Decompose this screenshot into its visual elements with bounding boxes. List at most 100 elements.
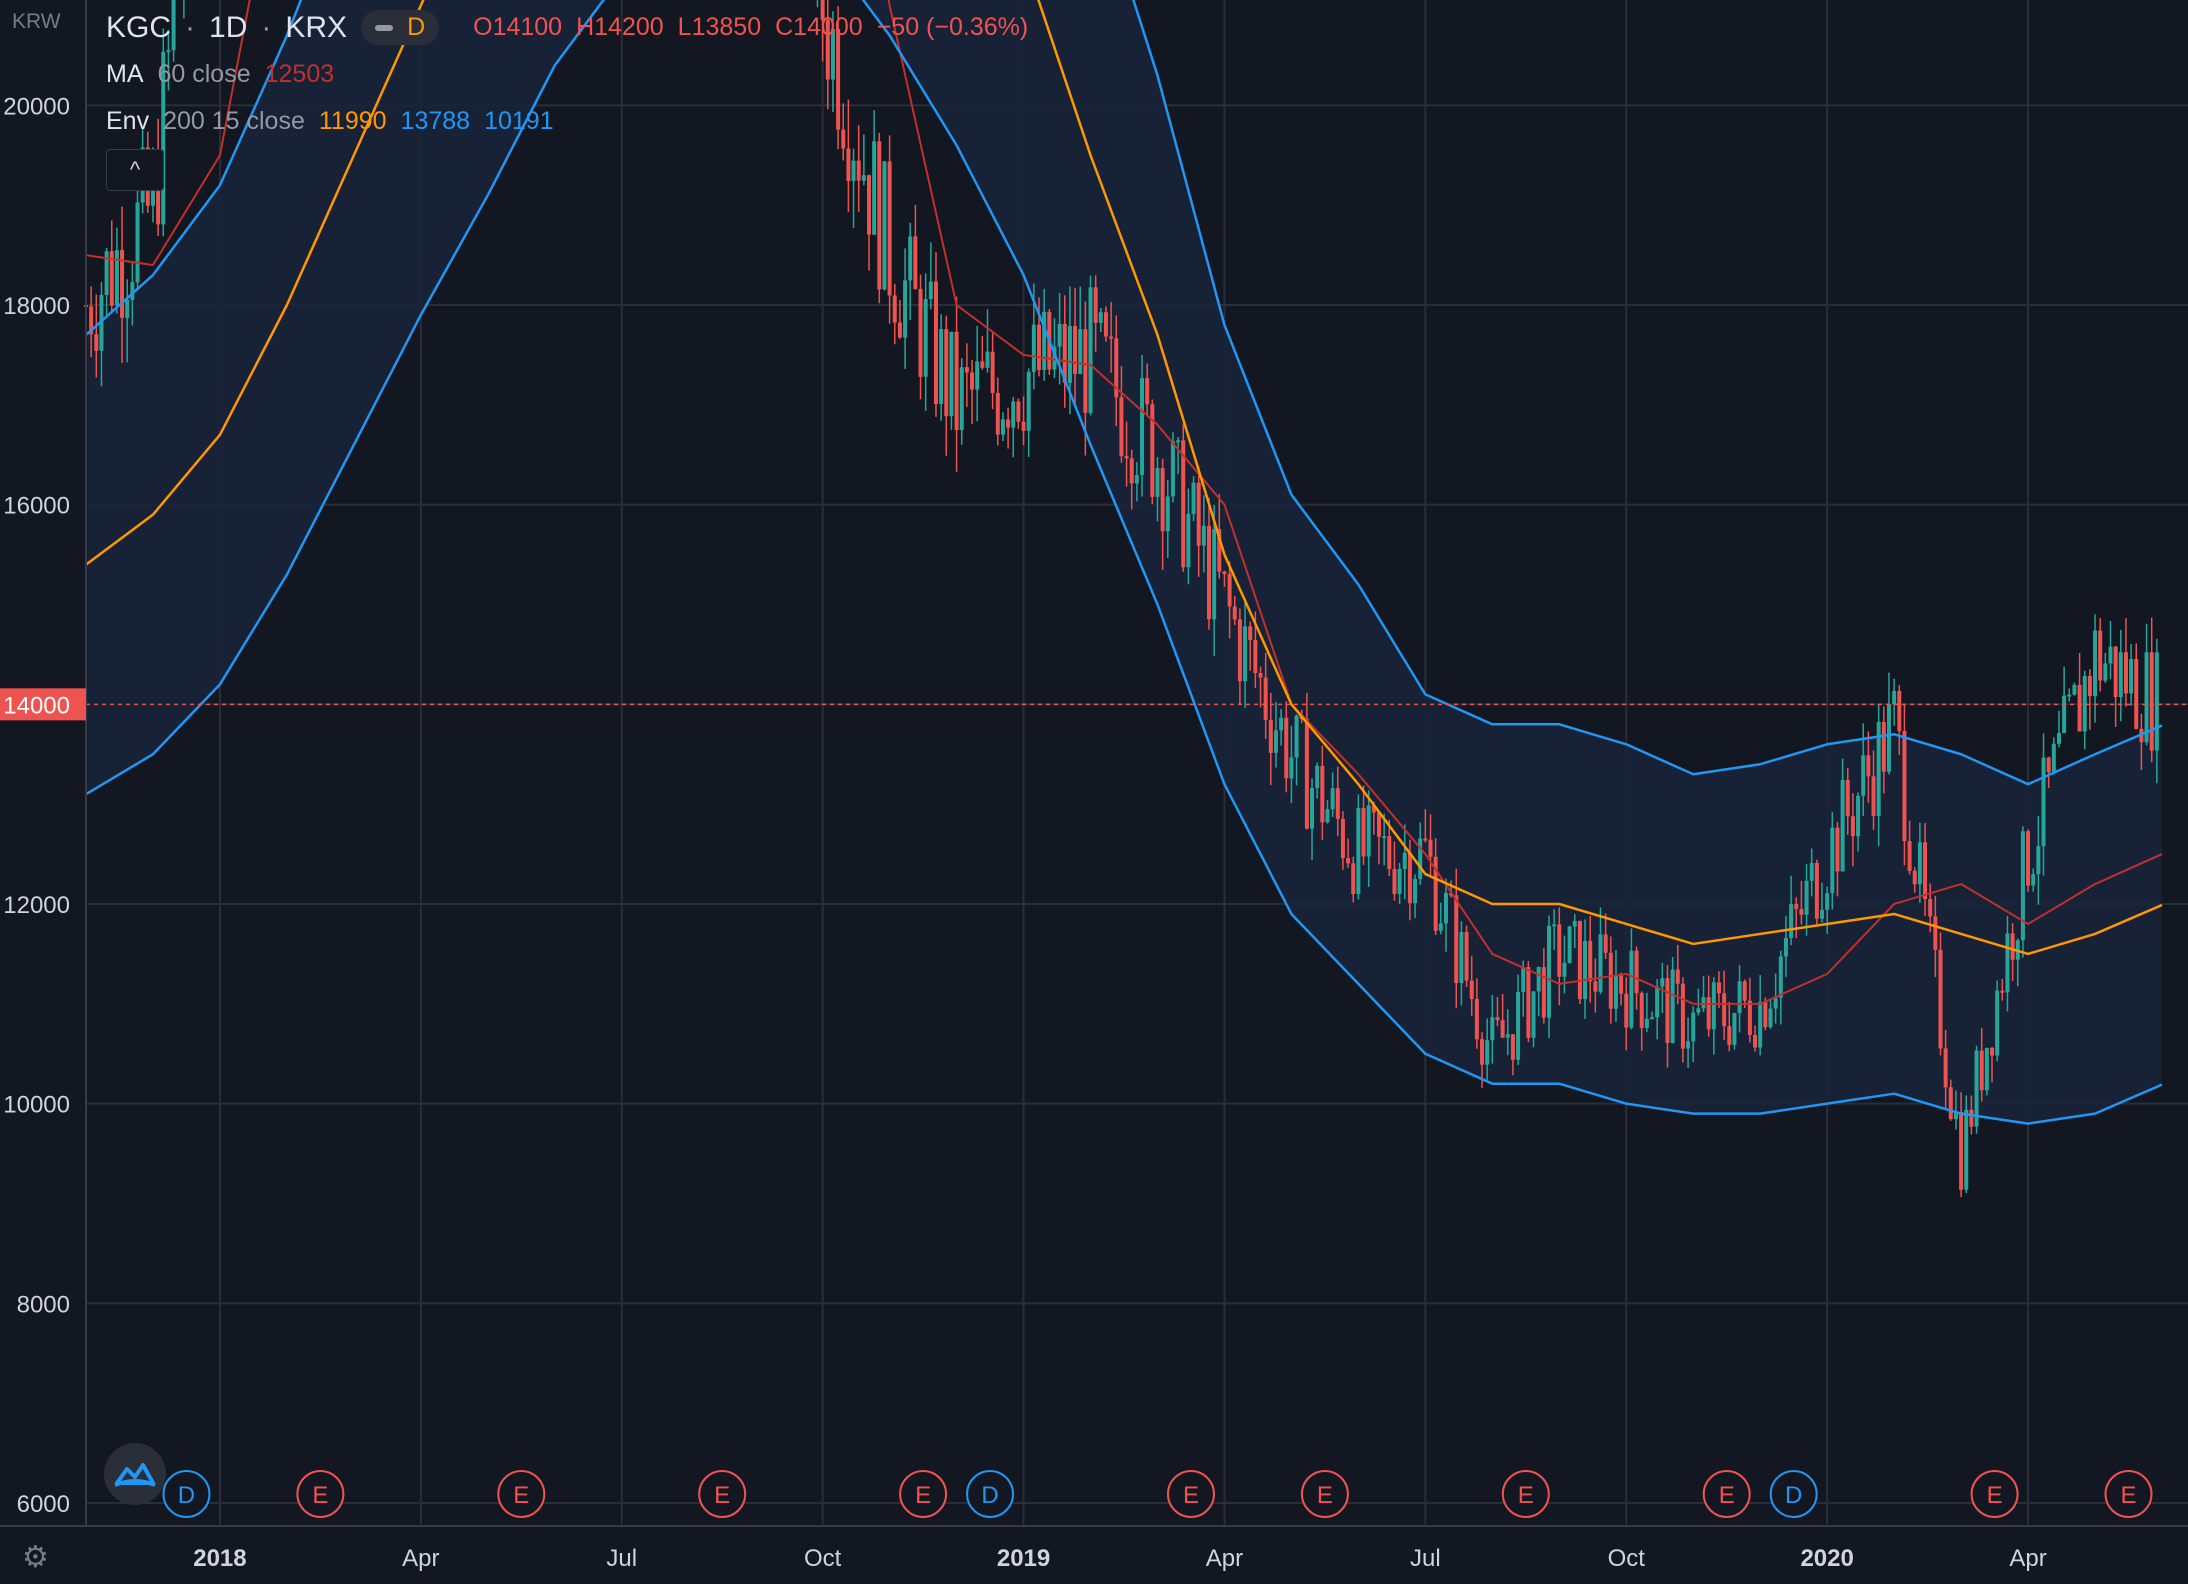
- candle-body: [877, 141, 882, 290]
- earnings-marker[interactable]: E: [899, 1470, 948, 1518]
- candle-body: [1546, 925, 1551, 1018]
- candle-body: [1387, 836, 1392, 870]
- candle-body: [1773, 997, 1778, 1009]
- candle-body: [2149, 652, 2154, 751]
- candle-body: [1212, 529, 1217, 620]
- candle-body: [1418, 838, 1423, 880]
- candle-body: [2077, 684, 2082, 732]
- symbol-name[interactable]: KGC: [106, 10, 172, 44]
- candle-body: [1382, 836, 1387, 839]
- candle-body: [1165, 496, 1170, 532]
- candle-body: [2144, 652, 2149, 743]
- y-tick-label: 12000: [3, 892, 70, 919]
- candles: [84, 0, 2159, 1198]
- symbol-legend: KGC · 1D · KRX D O14100 H14200 L13850 C1…: [106, 10, 1029, 45]
- candle-body: [2056, 733, 2061, 744]
- dividend-marker[interactable]: D: [162, 1470, 211, 1518]
- candle-body: [2010, 933, 2015, 960]
- marker-circle: [2104, 1470, 2153, 1518]
- candle-body: [2093, 630, 2098, 697]
- candle-body: [1799, 909, 1804, 915]
- ohlc-low: L13850: [677, 13, 762, 41]
- collapse-legend-button[interactable]: ^: [106, 149, 164, 191]
- candle-body: [1485, 1040, 1490, 1065]
- earnings-marker[interactable]: E: [1501, 1470, 1550, 1518]
- candle-body: [882, 161, 887, 290]
- candle-body: [1258, 673, 1263, 678]
- candle-body: [1140, 378, 1145, 476]
- visibility-pill[interactable]: D: [361, 10, 440, 45]
- candle-body: [1953, 1111, 1958, 1120]
- candle-body: [918, 288, 923, 377]
- dividend-marker[interactable]: D: [1769, 1470, 1818, 1518]
- candle-body: [1531, 991, 1536, 1038]
- candle-body: [1500, 1020, 1505, 1038]
- candle-body: [1356, 808, 1361, 894]
- candle-body: [89, 306, 94, 335]
- settings-gear-icon[interactable]: ⚙: [22, 1541, 49, 1574]
- candle-body: [1031, 324, 1036, 372]
- candle-body: [99, 294, 104, 351]
- candle-body: [851, 160, 856, 181]
- candle-body: [964, 367, 969, 373]
- candle-body: [1062, 323, 1067, 383]
- candle-body: [1820, 909, 1825, 919]
- candle-body: [166, 50, 171, 53]
- ma-legend[interactable]: MA 60 close 12503: [106, 60, 334, 89]
- candle-body: [892, 295, 897, 323]
- candle-body: [1320, 765, 1325, 823]
- candle-body: [1155, 468, 1160, 497]
- interval-label[interactable]: 1D: [209, 10, 248, 44]
- marker-label: E: [513, 1482, 529, 1509]
- candle-body: [1979, 1050, 1984, 1091]
- candle-body: [156, 163, 161, 225]
- earnings-marker[interactable]: E: [296, 1470, 345, 1518]
- marker-circle: [899, 1470, 948, 1518]
- candle-body: [1191, 482, 1196, 514]
- earnings-marker[interactable]: E: [1702, 1470, 1751, 1518]
- candle-body: [830, 29, 835, 80]
- candle-body: [1335, 788, 1340, 819]
- candle-body: [2031, 874, 2036, 886]
- marker-label: E: [1719, 1482, 1735, 1509]
- candle-body: [1541, 967, 1546, 1018]
- candle-body: [1933, 916, 1938, 950]
- candle-body: [1938, 949, 1943, 1049]
- candle-body: [1670, 969, 1675, 1044]
- tradingview-logo[interactable]: [104, 1443, 166, 1505]
- earnings-marker[interactable]: E: [1300, 1470, 1349, 1518]
- current-price-label: 14000: [3, 692, 70, 719]
- currency-unit-label: KRW: [12, 10, 61, 33]
- candle-body: [1217, 529, 1222, 572]
- candle-body: [1789, 903, 1794, 938]
- candle-body: [903, 280, 908, 338]
- marker-circle: [1702, 1470, 1751, 1518]
- candle-body: [120, 250, 125, 318]
- eye-toggle-icon[interactable]: [375, 24, 394, 31]
- candle-body: [1206, 525, 1211, 620]
- candle-body: [1000, 419, 1005, 435]
- candle-body: [1742, 981, 1747, 1001]
- envelope-lower-line: [85, 0, 2163, 1125]
- earnings-marker[interactable]: E: [1166, 1470, 1215, 1518]
- candle-body: [1722, 993, 1727, 1027]
- candle-body: [1871, 776, 1876, 817]
- marker-circle: [1501, 1470, 1550, 1518]
- earnings-marker[interactable]: E: [1970, 1470, 2019, 1518]
- marker-circle: [497, 1470, 546, 1518]
- env-legend[interactable]: Env 200 15 close 11990 13788 10191: [106, 107, 554, 136]
- candle-body: [1279, 717, 1284, 731]
- candle-body: [1510, 1034, 1515, 1060]
- candle-body: [1917, 842, 1922, 885]
- earnings-marker[interactable]: E: [2104, 1470, 2153, 1518]
- candle-body: [1078, 329, 1083, 374]
- earnings-marker[interactable]: E: [698, 1470, 747, 1518]
- dividend-marker[interactable]: D: [966, 1470, 1015, 1518]
- candle-body: [1057, 323, 1062, 347]
- candle-body: [1727, 1026, 1732, 1045]
- candle-body: [1088, 287, 1093, 413]
- earnings-marker[interactable]: E: [497, 1470, 546, 1518]
- candle-body: [1686, 1041, 1691, 1049]
- candle-body: [2154, 652, 2159, 751]
